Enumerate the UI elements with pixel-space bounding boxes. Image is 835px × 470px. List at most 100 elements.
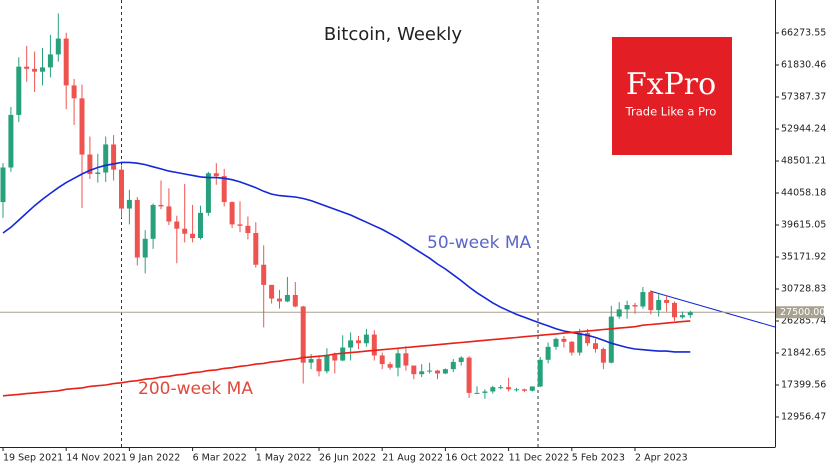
candle-body — [569, 341, 575, 353]
candle-body — [158, 204, 164, 207]
candle-body — [419, 371, 425, 375]
candle-body — [284, 294, 290, 302]
candle-body — [32, 68, 38, 72]
candle-body — [521, 389, 527, 391]
candle-body — [395, 353, 401, 368]
candle-body — [600, 348, 606, 363]
x-tick-label: 1 May 2022 — [256, 453, 312, 464]
logo: FxPro Trade Like a Pro — [612, 37, 732, 155]
candle-body — [585, 333, 591, 344]
y-tick-label: 21842.65 — [781, 347, 826, 358]
x-tick-label: 26 Jun 2022 — [319, 453, 376, 464]
y-tick-label: 30728.83 — [781, 283, 826, 294]
candle-body — [529, 386, 535, 391]
candle-body — [411, 365, 417, 375]
candle-body — [616, 309, 622, 317]
price-label-box — [776, 306, 824, 319]
series-label: 200-week MA — [138, 379, 253, 399]
candle-body — [537, 359, 543, 387]
logo-box — [612, 37, 732, 155]
candle-body — [553, 338, 559, 347]
candle-body — [269, 284, 275, 299]
candle-body — [466, 357, 472, 393]
candle-body — [593, 343, 598, 349]
candle-body — [24, 66, 30, 69]
candle-body — [237, 224, 243, 226]
candle-body — [79, 98, 85, 155]
candle-body — [308, 359, 314, 363]
candle-body — [506, 387, 512, 390]
candle-body — [213, 173, 219, 177]
y-tick-label: 17399.56 — [781, 379, 826, 390]
candle-body — [561, 338, 567, 342]
candle-body — [71, 85, 77, 99]
y-tick-label: 26285.74 — [781, 315, 826, 326]
candle-body — [103, 144, 109, 173]
candle-body — [190, 233, 196, 239]
candle-body — [261, 264, 267, 285]
candle-body — [221, 176, 227, 203]
x-tick-label: 9 Jan 2022 — [129, 453, 180, 464]
x-tick-label: 16 Oct 2022 — [445, 453, 504, 464]
x-tick-label: 11 Dec 2022 — [509, 453, 570, 464]
candle-body — [427, 370, 433, 372]
candle-body — [253, 233, 259, 265]
candle-body — [474, 392, 480, 394]
ma-line — [2, 161, 691, 353]
candle-body — [356, 340, 361, 344]
candle-body — [482, 391, 488, 393]
y-tick-label: 66273.55 — [781, 28, 826, 39]
marks — [0, 13, 775, 399]
trend-line — [649, 290, 776, 328]
candle-body — [664, 300, 670, 303]
x-tick-label: 21 Aug 2022 — [382, 453, 443, 464]
price-label: 27500.00 — [780, 307, 825, 318]
candle-body — [95, 172, 101, 174]
candle-body — [55, 38, 61, 55]
candle-body — [624, 305, 630, 310]
candle-body — [450, 361, 456, 370]
y-tick-label: 12956.47 — [781, 411, 826, 422]
candle-body — [8, 114, 14, 168]
candle-body — [324, 354, 330, 372]
candle-body — [672, 302, 677, 318]
y-tick-label: 61830.46 — [781, 60, 826, 71]
candle-body — [182, 228, 188, 234]
candle-body — [0, 167, 6, 203]
y-tick-label: 39615.05 — [781, 219, 826, 230]
candle-body — [150, 204, 156, 239]
candle-body — [40, 67, 45, 72]
candle-body — [348, 340, 354, 348]
candle-body — [379, 355, 385, 365]
candle-body — [442, 369, 448, 374]
x-tick-label: 6 Mar 2022 — [193, 453, 247, 464]
candle-body — [687, 312, 693, 316]
logo-slogan: Trade Like a Pro — [625, 105, 717, 119]
candle-body — [332, 354, 338, 361]
x-tick-label: 19 Sep 2021 — [3, 453, 63, 464]
candle-body — [229, 202, 235, 225]
candle-body — [545, 346, 551, 360]
candle-body — [403, 353, 409, 366]
candle-body — [16, 66, 22, 115]
candle-body — [166, 206, 172, 222]
candle-body — [648, 292, 654, 311]
chart-title: Bitcoin, Weekly — [324, 24, 462, 45]
candle-body — [198, 212, 203, 239]
candle-body — [514, 389, 519, 391]
series-label: 50-week MA — [427, 233, 532, 253]
candle-body — [371, 334, 377, 356]
candle-body — [63, 38, 69, 86]
candle-body — [292, 294, 298, 307]
x-tick-label: 2 Apr 2023 — [635, 453, 688, 464]
y-tick-label: 48501.21 — [781, 155, 826, 166]
candle-body — [205, 173, 211, 213]
candle-body — [277, 298, 282, 302]
candle-body — [300, 306, 306, 363]
y-tick-label: 44058.18 — [781, 187, 826, 198]
candle-body — [435, 370, 440, 374]
candle-body — [608, 316, 614, 363]
candle-body — [640, 292, 646, 307]
candle-body — [679, 315, 685, 318]
